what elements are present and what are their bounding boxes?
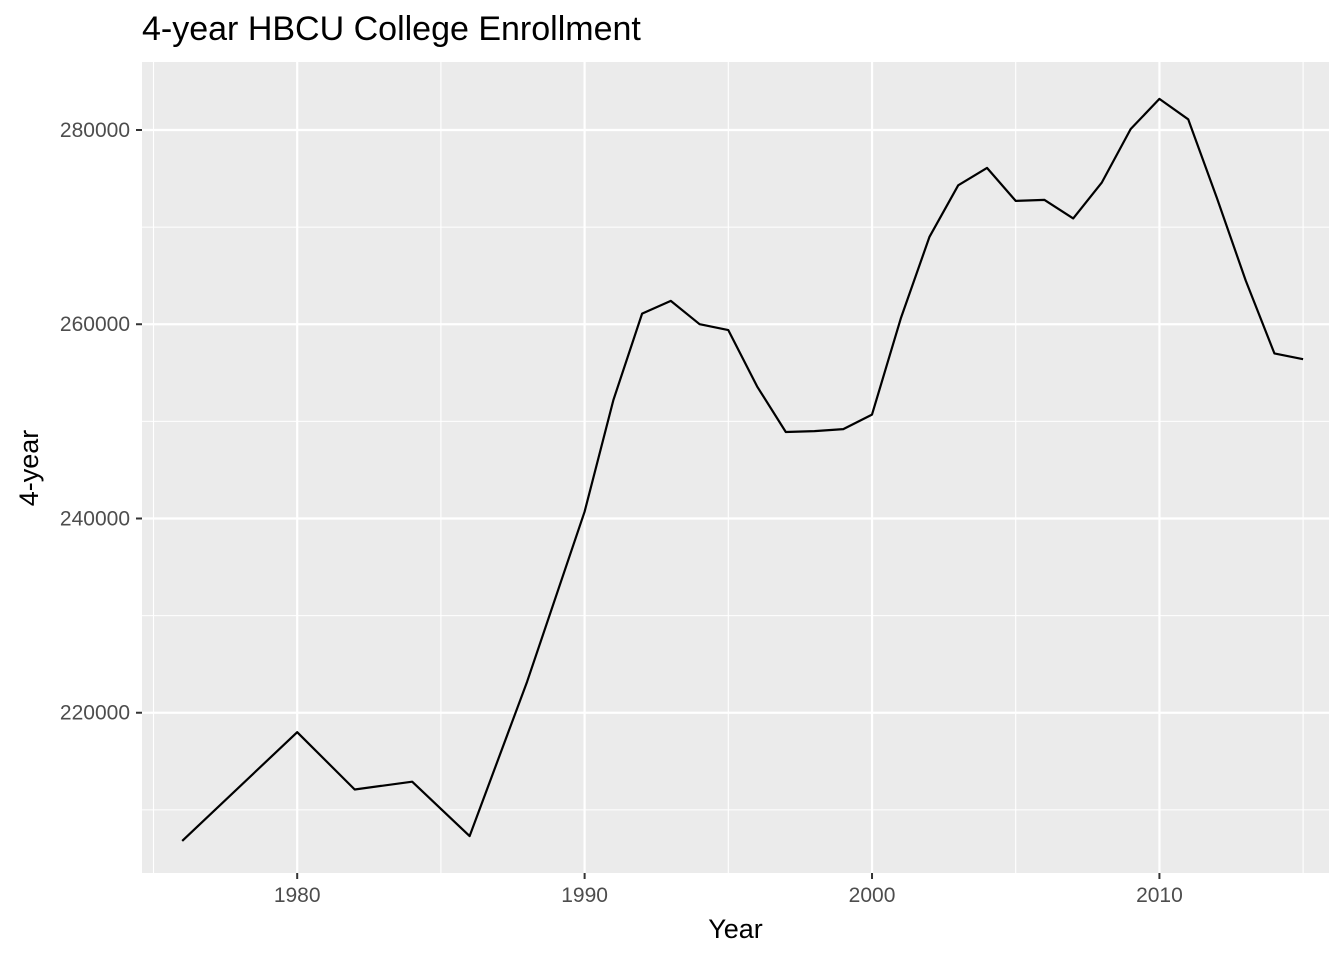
chart-title: 4-year HBCU College Enrollment	[142, 10, 641, 48]
enrollment-line	[181, 97, 1304, 842]
x-axis-title: Year	[708, 914, 763, 944]
y-tick-label: 260000	[60, 313, 130, 336]
x-axis: 1980 1990 2000 2010	[274, 873, 1183, 907]
x-tick-label: 1980	[274, 884, 321, 907]
minor-gridlines	[142, 62, 1329, 873]
y-tick-label: 220000	[60, 702, 130, 725]
x-tick-label: 2000	[849, 884, 896, 907]
major-gridlines	[142, 62, 1329, 873]
y-tick-label: 240000	[60, 507, 130, 530]
y-axis: 220000 240000 260000 280000	[60, 119, 142, 725]
x-tick-label: 1990	[561, 884, 608, 907]
y-axis-title: 4-year	[14, 430, 44, 507]
x-tick-label: 2010	[1136, 884, 1183, 907]
plot-panel	[142, 62, 1329, 873]
y-tick-label: 280000	[60, 119, 130, 142]
